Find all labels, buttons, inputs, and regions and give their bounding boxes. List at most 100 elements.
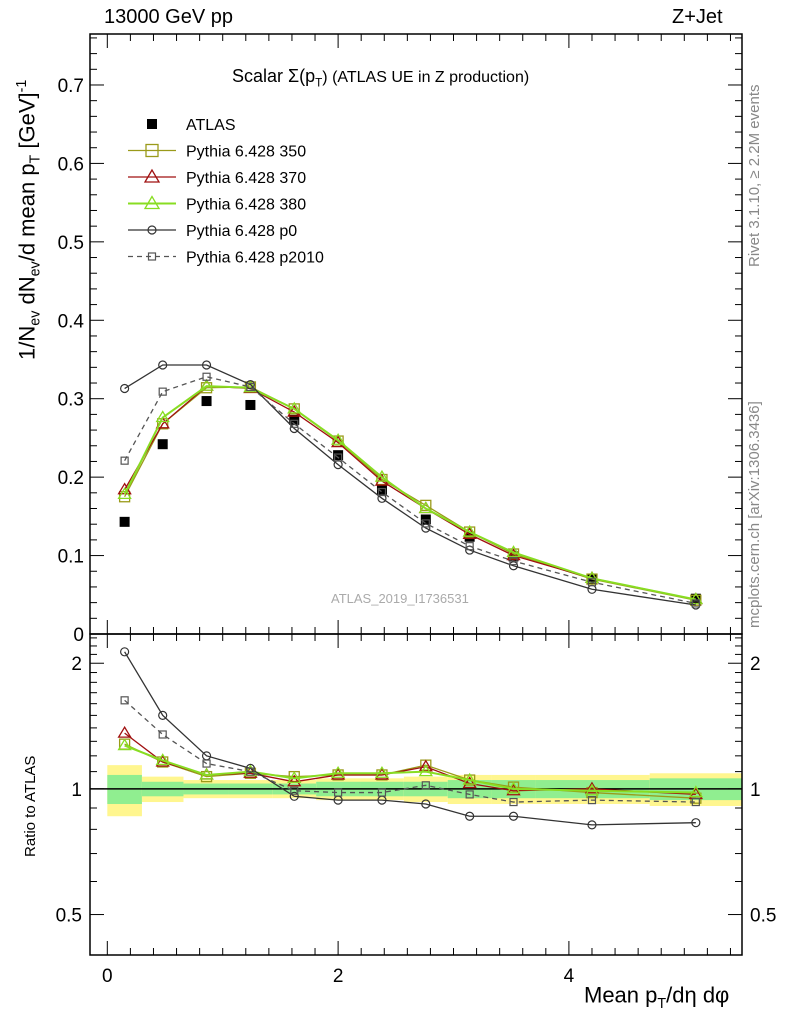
main-y-tick-label: 0.6 (58, 154, 84, 175)
series-curves (117, 360, 703, 830)
main-point-atlas (201, 396, 212, 407)
ratio-point-pythia-6-428-380 (688, 785, 703, 798)
x-axis-label-main: Mean p (584, 982, 658, 1008)
main-point-pythia-6-428-380 (199, 378, 214, 391)
ratio-point-pythia-6-428-p2010 (587, 796, 597, 805)
ratio-point-pythia-6-428-380 (117, 738, 132, 751)
main-y-axis-label: 1/Nev dNev/d mean pT [GeV]-1 (14, 79, 44, 360)
ratio-plot-frame (89, 633, 743, 956)
main-point-pythia-6-428-p0 (120, 383, 130, 394)
main-point-pythia-6-428-p2010 (120, 456, 129, 465)
main-point-pythia-6-428-370 (506, 548, 521, 561)
plot-title-main: Scalar Σ(p (232, 66, 316, 86)
x-tick-label: 0 (102, 966, 113, 987)
ratio-point-pythia-6-428-370 (584, 781, 600, 794)
ratio-point-pythia-6-428-p2010 (120, 696, 129, 705)
ratio-line-pythia-6-428-380 (124, 744, 696, 794)
ratio-point-pythia-6-428-380 (418, 764, 433, 777)
legend-label-atlas: ATLAS (186, 117, 236, 134)
ratio-line-pythia-6-428-p2010 (124, 699, 696, 803)
legend-label-pythia-6-428-p0: Pythia 6.428 p0 (186, 223, 297, 240)
main-y-tick-label: 0.5 (58, 233, 84, 254)
axis-ticks: 0 0.1 0.2 0.3 0.4 0.5 0.6 0.7 0.5 0.5 1 1 2 2 0 2 4 (56, 34, 776, 987)
legend-marker-pythia-6-428-p2010 (147, 252, 157, 261)
main-point-pythia-6-428-p2010 (290, 419, 299, 428)
main-line-pythia-6-428-380 (123, 385, 697, 601)
main-point-pythia-6-428-p0 (421, 523, 431, 533)
ratio-point-pythia-6-428-p2010 (421, 781, 430, 790)
x-axis-label-sub: T (657, 996, 667, 1012)
ratio-line-pythia-6-428-p0 (124, 651, 696, 826)
ratio-point-pythia-6-428-380 (287, 771, 302, 783)
main-point-atlas (376, 484, 387, 495)
main-point-pythia-6-428-p2010 (377, 487, 387, 497)
legend-label-pythia-6-428-380: Pythia 6.428 380 (186, 197, 306, 214)
ratio-point-pythia-6-428-p0 (587, 820, 597, 830)
main-y-tick-label: 0.4 (58, 311, 85, 332)
main-point-pythia-6-428-p0 (158, 360, 168, 370)
ratio-y-tick-label-left: 1 (71, 780, 82, 801)
main-point-pythia-6-428-380 (117, 487, 132, 500)
ratio-point-pythia-6-428-p2010 (465, 790, 474, 799)
ratio-point-pythia-6-428-380 (374, 766, 390, 778)
ratio-point-pythia-6-428-370 (117, 725, 132, 738)
main-point-pythia-6-428-380 (330, 433, 346, 445)
ratio-point-pythia-6-428-p0 (158, 710, 168, 720)
ratio-point-pythia-6-428-p2010 (290, 786, 299, 795)
header-left: 13000 GeV pp (104, 6, 233, 28)
plot-title-sub: T (315, 76, 323, 90)
ratio-point-pythia-6-428-p2010 (377, 788, 387, 797)
x-axis-label-tail: /dη dφ (666, 982, 730, 1008)
ratio-y-tick-label-right: 0.5 (750, 906, 776, 927)
main-point-pythia-6-428-380 (688, 592, 703, 605)
ratio-y-axis-label: Ratio to ATLAS (22, 755, 39, 857)
ratio-point-pythia-6-428-p0 (691, 818, 701, 828)
legend-marker-pythia-6-428-380 (143, 195, 161, 210)
ratio-point-pythia-6-428-380 (199, 767, 214, 780)
ratio-point-pythia-6-428-380 (584, 783, 600, 796)
main-point-atlas (157, 439, 168, 450)
mcplots-text: mcplots.cern.ch [arXiv:1306.3436] (746, 401, 763, 628)
main-y-tick-label: 0.7 (58, 76, 84, 97)
rivet-version-text: Rivet 3.1.10, ≥ 2.2M events (746, 84, 763, 268)
main-point-pythia-6-428-p0 (377, 493, 387, 503)
main-line-pythia-6-428-p0 (124, 364, 696, 606)
ratio-point-pythia-6-428-380 (462, 772, 477, 785)
main-point-atlas (333, 450, 344, 461)
ratio-point-pythia-6-428-p2010 (202, 759, 211, 768)
legend-label-pythia-6-428-370: Pythia 6.428 370 (186, 170, 306, 187)
main-line-pythia-6-428-370 (124, 385, 696, 601)
ratio-point-pythia-6-428-p2010 (158, 730, 167, 739)
main-point-atlas (119, 516, 130, 527)
main-point-pythia-6-428-380 (155, 410, 170, 423)
main-point-pythia-6-428-p0 (201, 360, 212, 370)
main-point-pythia-6-428-380 (374, 469, 390, 482)
legend-label-pythia-6-428-p2010: Pythia 6.428 p2010 (186, 250, 324, 267)
legend-marker-atlas (147, 119, 157, 129)
main-y-tick-label: 0.1 (58, 547, 84, 568)
ratio-y-tick-label-left: 0.5 (56, 906, 82, 927)
main-point-pythia-6-428-350 (690, 594, 702, 606)
main-point-pythia-6-428-p2010 (691, 599, 700, 608)
main-point-pythia-6-428-380 (506, 545, 521, 558)
main-point-pythia-6-428-380 (418, 501, 433, 514)
ratio-point-pythia-6-428-380 (155, 753, 170, 766)
ratio-point-pythia-6-428-p2010 (691, 797, 700, 807)
main-point-pythia-6-428-p2010 (202, 372, 211, 381)
x-axis-label: Mean pT/dη dφ (584, 983, 729, 1012)
ratio-y-tick-label-right: 1 (750, 780, 761, 801)
ratio-point-pythia-6-428-p0 (289, 791, 299, 801)
x-tick-label: 2 (333, 966, 344, 987)
main-y-tick-label: 0 (73, 625, 84, 646)
main-point-pythia-6-428-p2010 (587, 578, 597, 587)
main-point-pythia-6-428-p2010 (334, 453, 343, 462)
main-y-tick-label: 0.3 (58, 390, 84, 411)
header-right: Z+Jet (672, 6, 723, 28)
x-tick-label: 4 (564, 966, 575, 987)
ratio-point-pythia-6-428-380 (330, 766, 346, 778)
ratio-point-pythia-6-428-p0 (421, 799, 431, 809)
ratio-point-pythia-6-428-p0 (120, 647, 130, 657)
main-point-pythia-6-428-p2010 (509, 556, 518, 566)
plot-title: Scalar Σ(pT) (ATLAS UE in Z production) (232, 66, 529, 90)
main-point-pythia-6-428-p0 (508, 561, 519, 571)
